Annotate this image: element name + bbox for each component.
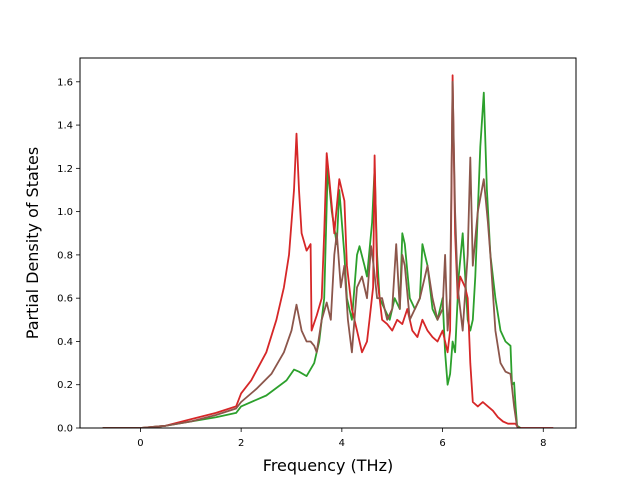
y-tick-label: 0.2: [57, 380, 73, 391]
series-line-3: [102, 80, 519, 428]
y-tick-label: 1.2: [57, 164, 73, 175]
x-axis-ticks: 0 2 4 6 8: [137, 428, 546, 449]
series-layer: [102, 74, 554, 428]
x-tick-label: 0: [137, 438, 143, 449]
x-tick-label: 8: [540, 438, 546, 449]
x-axis-label: Frequency (THz): [263, 456, 393, 475]
series-line-2: [102, 74, 554, 428]
y-tick-label: 0.4: [57, 337, 73, 348]
y-tick-label: 0.6: [57, 294, 73, 305]
y-axis-ticks: 0.0 0.2 0.4 0.6 0.8 1.0 1.2 1.4 1.6: [57, 77, 80, 435]
x-tick-label: 2: [238, 438, 244, 449]
x-tick-label: 4: [339, 438, 345, 449]
y-tick-label: 0.8: [57, 250, 73, 261]
y-tick-label: 1.0: [57, 207, 73, 218]
y-axis-label: Partial Density of States: [23, 147, 42, 339]
x-tick-label: 6: [439, 438, 445, 449]
y-tick-label: 1.4: [57, 121, 73, 132]
plot-frame: [79, 57, 577, 429]
y-tick-label: 0.0: [57, 424, 73, 435]
y-tick-label: 1.6: [57, 77, 73, 88]
